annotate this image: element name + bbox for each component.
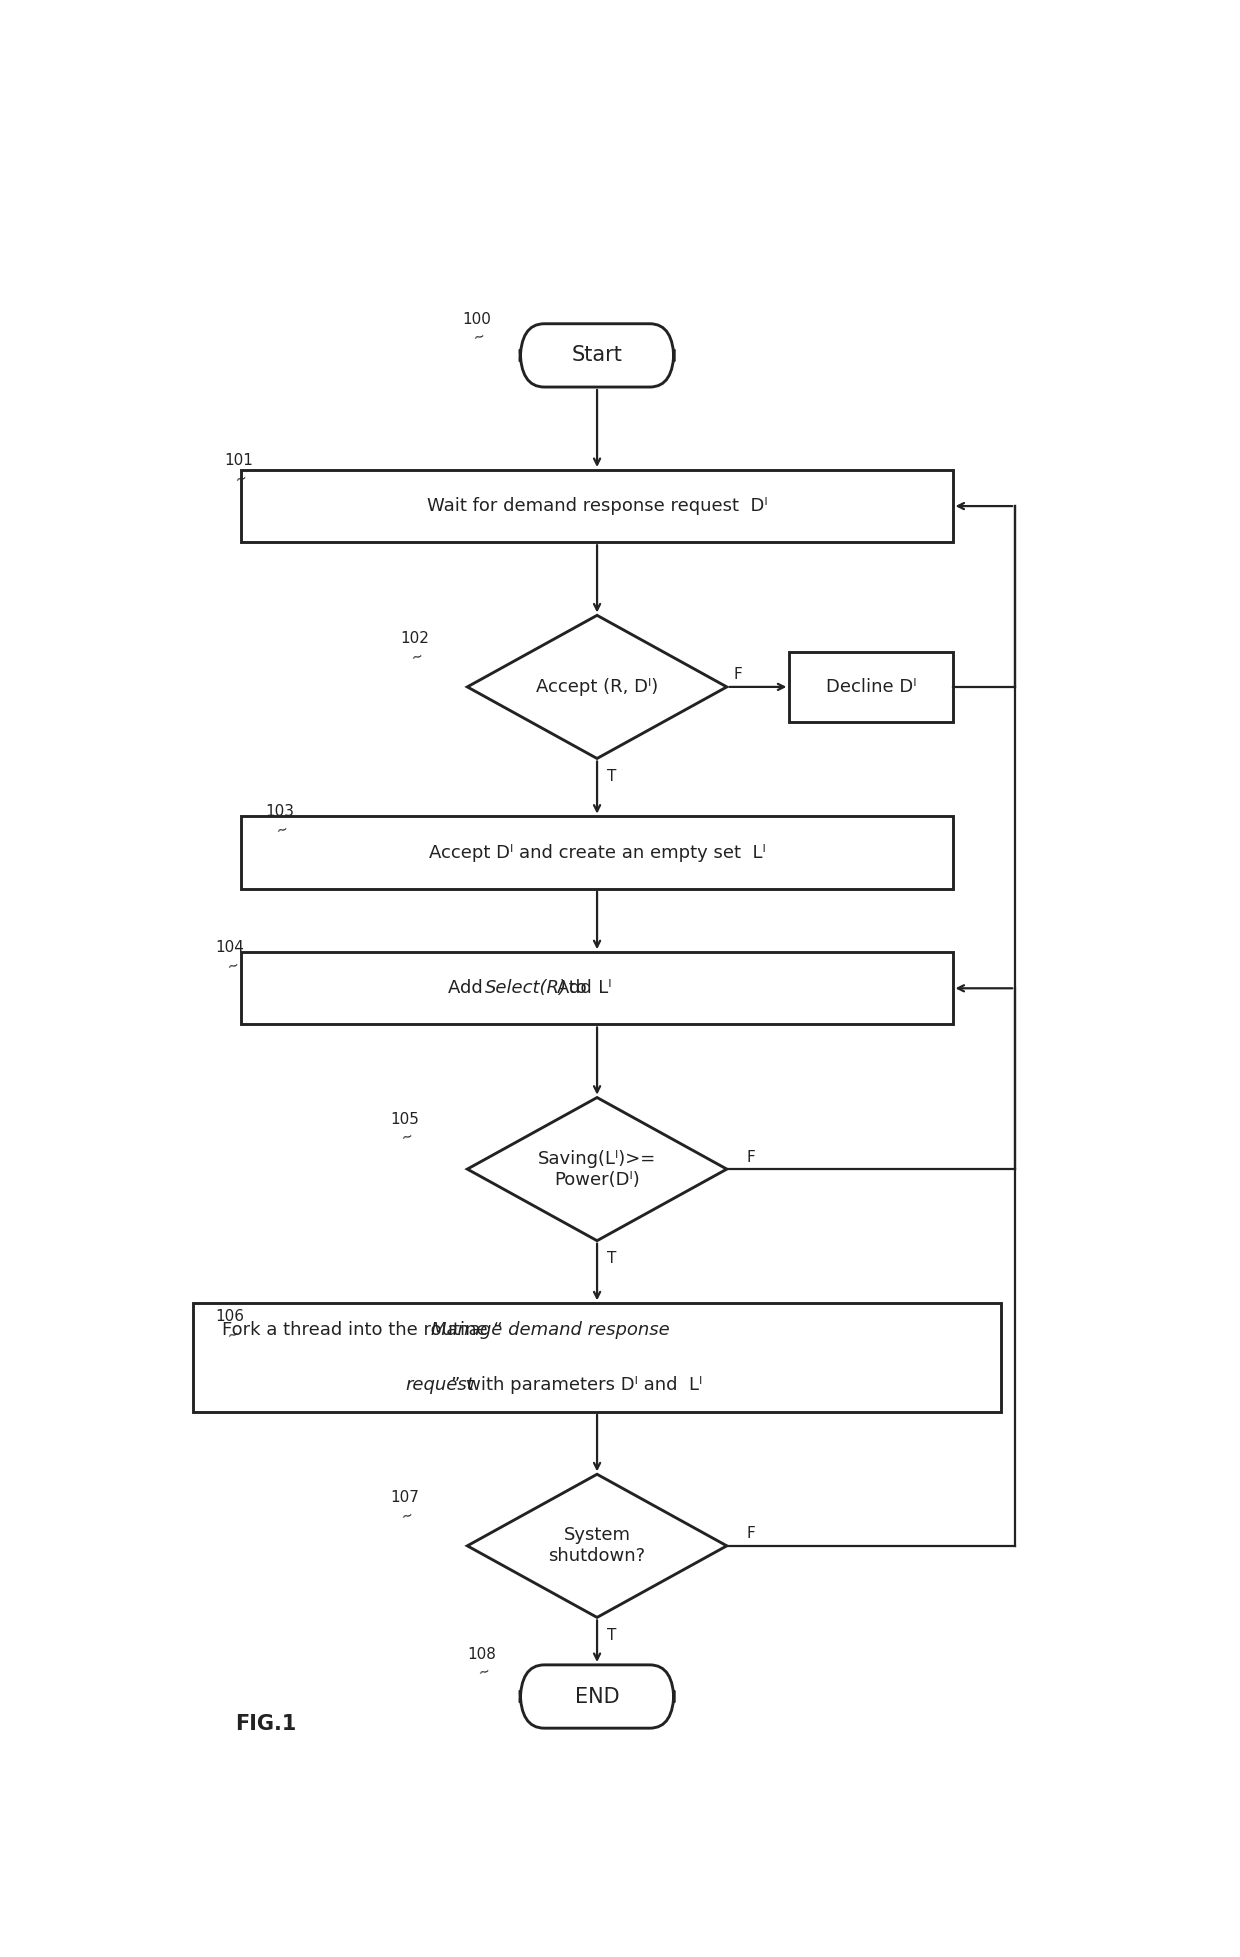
Text: F: F (734, 667, 743, 683)
Polygon shape (467, 614, 727, 759)
Text: ~: ~ (401, 1507, 415, 1525)
Text: 105: 105 (391, 1112, 419, 1127)
Text: Select(R): Select(R) (485, 978, 567, 998)
FancyBboxPatch shape (521, 323, 675, 387)
FancyBboxPatch shape (521, 1665, 675, 1728)
Bar (789, 652, 952, 722)
Text: Decline Dᴵ: Decline Dᴵ (826, 677, 916, 697)
Bar (193, 1303, 1001, 1411)
Polygon shape (467, 1474, 727, 1616)
Text: ~: ~ (226, 1327, 241, 1343)
Text: FIG.1: FIG.1 (234, 1714, 296, 1734)
Text: 108: 108 (467, 1648, 496, 1661)
Text: ~: ~ (226, 957, 241, 975)
Bar (242, 953, 952, 1024)
Text: request: request (404, 1376, 474, 1393)
Text: F: F (746, 1149, 755, 1164)
Text: Wait for demand response request  Dᴵ: Wait for demand response request Dᴵ (427, 497, 768, 515)
Text: System
shutdown?: System shutdown? (548, 1526, 646, 1566)
Text: ~: ~ (275, 822, 290, 838)
Text: ~: ~ (477, 1663, 492, 1681)
Text: 106: 106 (216, 1309, 244, 1325)
Bar (242, 470, 952, 542)
Text: ~: ~ (234, 472, 249, 487)
Text: 104: 104 (216, 939, 244, 955)
Text: END: END (575, 1687, 619, 1707)
Text: 103: 103 (265, 804, 295, 820)
Text: F: F (746, 1526, 755, 1542)
Text: T: T (606, 1628, 616, 1644)
Text: T: T (606, 769, 616, 785)
Text: 102: 102 (401, 632, 429, 646)
Bar (242, 816, 952, 888)
Text: ” with parameters Dᴵ and  Lᴵ: ” with parameters Dᴵ and Lᴵ (450, 1376, 702, 1393)
Text: Saving(Lᴵ)>=
Power(Dᴵ): Saving(Lᴵ)>= Power(Dᴵ) (538, 1149, 656, 1188)
Text: Accept Dᴵ and create an empty set  Lᴵ: Accept Dᴵ and create an empty set Lᴵ (429, 843, 765, 861)
Text: 107: 107 (391, 1489, 419, 1505)
Text: ~: ~ (401, 1129, 415, 1145)
Text: ~: ~ (472, 329, 487, 346)
Text: Start: Start (572, 344, 622, 366)
Text: T: T (606, 1251, 616, 1266)
Text: 100: 100 (463, 311, 491, 327)
Text: Accept (R, Dᴵ): Accept (R, Dᴵ) (536, 677, 658, 697)
Text: to  Lᴵ: to Lᴵ (563, 978, 611, 998)
Polygon shape (467, 1098, 727, 1241)
Text: Manage demand response: Manage demand response (432, 1321, 670, 1339)
Text: ~: ~ (409, 648, 424, 665)
Text: Add: Add (448, 978, 489, 998)
Text: 101: 101 (224, 454, 253, 468)
Text: Add: Add (557, 978, 596, 998)
Text: Fork a thread into the routine “: Fork a thread into the routine “ (222, 1321, 503, 1339)
